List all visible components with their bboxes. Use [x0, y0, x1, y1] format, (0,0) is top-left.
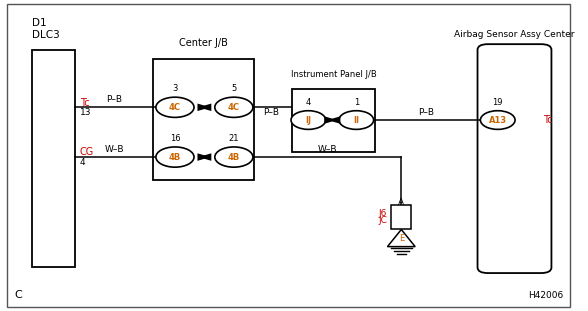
Text: 21: 21 — [229, 134, 239, 143]
Text: II: II — [353, 116, 359, 124]
Text: 16: 16 — [170, 134, 181, 143]
Text: 4B: 4B — [169, 153, 181, 161]
Ellipse shape — [215, 147, 253, 167]
Text: C: C — [15, 290, 22, 300]
Polygon shape — [324, 116, 337, 124]
Text: A: A — [398, 198, 405, 207]
Ellipse shape — [291, 111, 326, 129]
Text: P–B: P–B — [106, 95, 122, 104]
Text: 4C: 4C — [228, 103, 240, 112]
Bar — [32, 50, 75, 267]
Text: Airbag Sensor Assy Center: Airbag Sensor Assy Center — [455, 30, 574, 39]
Text: JC: JC — [378, 216, 387, 225]
Polygon shape — [199, 153, 211, 161]
Polygon shape — [198, 153, 210, 161]
Text: P–B: P–B — [418, 108, 434, 117]
Text: 13: 13 — [80, 108, 91, 117]
Text: Instrument Panel J/B: Instrument Panel J/B — [291, 70, 377, 79]
FancyBboxPatch shape — [477, 44, 552, 273]
Ellipse shape — [156, 147, 194, 167]
Text: 4: 4 — [80, 158, 85, 167]
Text: 5: 5 — [231, 85, 236, 93]
Ellipse shape — [480, 111, 515, 129]
Text: 4: 4 — [306, 98, 311, 107]
Text: CG: CG — [80, 147, 94, 157]
Ellipse shape — [339, 111, 373, 129]
Ellipse shape — [215, 97, 253, 117]
Text: H42006: H42006 — [528, 291, 563, 300]
Text: D1
DLC3: D1 DLC3 — [32, 18, 59, 40]
Polygon shape — [387, 230, 415, 247]
Text: 19: 19 — [493, 98, 503, 107]
Bar — [153, 59, 254, 180]
Text: Center J/B: Center J/B — [179, 38, 228, 48]
Text: Tc: Tc — [80, 98, 89, 108]
Polygon shape — [198, 104, 210, 111]
Text: P–B: P–B — [263, 108, 279, 117]
Polygon shape — [199, 104, 211, 111]
Text: Tc: Tc — [543, 115, 552, 125]
Text: 1: 1 — [353, 98, 359, 107]
Polygon shape — [328, 116, 340, 124]
Text: 4C: 4C — [169, 103, 181, 112]
Text: A13: A13 — [489, 116, 507, 124]
Text: W–B: W–B — [105, 145, 124, 154]
Text: IJ: IJ — [305, 116, 311, 124]
Text: 3: 3 — [172, 85, 178, 93]
Text: 4B: 4B — [228, 153, 240, 161]
Bar — [392, 205, 411, 229]
Text: E: E — [399, 234, 404, 243]
Text: J6: J6 — [379, 209, 387, 217]
Text: W–B: W–B — [318, 145, 337, 154]
Bar — [292, 89, 375, 152]
Ellipse shape — [156, 97, 194, 117]
